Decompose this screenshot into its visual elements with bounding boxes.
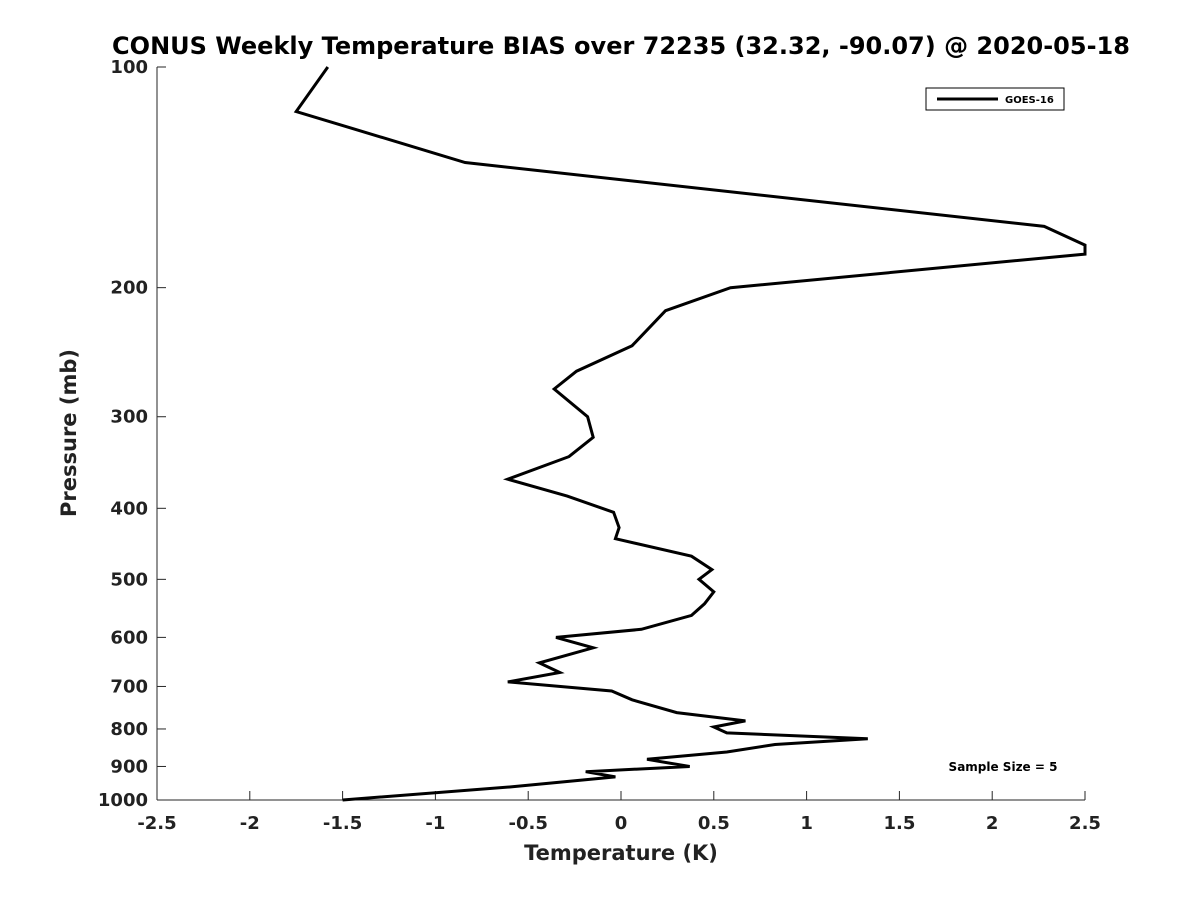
x-tick-label: 0 xyxy=(615,813,628,834)
y-tick-label: 700 xyxy=(110,676,148,697)
sample-size-annotation: Sample Size = 5 xyxy=(949,760,1058,774)
plot-area: -2.5 -2 -1.5 -1 -0.5 0 0.5 1 1.5 2 2.5 100 200 300 400… xyxy=(98,57,1101,834)
x-tick-label: -2 xyxy=(240,813,260,834)
y-tick-label: 300 xyxy=(110,407,148,428)
y-tick-label: 600 xyxy=(110,627,148,648)
legend-entry-goes-16: GOES-16 xyxy=(1005,95,1054,106)
x-tick-label: 1 xyxy=(800,813,813,834)
y-tick-label: 400 xyxy=(110,498,148,519)
x-tick-label: 0.5 xyxy=(698,813,730,834)
y-tick-label: 800 xyxy=(110,719,148,740)
x-tick-label: -2.5 xyxy=(137,813,176,834)
x-tick-label: 1.5 xyxy=(883,813,915,834)
x-tick-label: 2.5 xyxy=(1069,813,1101,834)
x-axis-label: Temperature (K) xyxy=(524,841,718,865)
x-tick-label: -0.5 xyxy=(509,813,548,834)
series-line-goes-16 xyxy=(293,66,1087,802)
legend: GOES-16 xyxy=(925,87,1065,111)
y-tick-label: 100 xyxy=(110,57,148,78)
y-tick-label: 1000 xyxy=(98,790,148,811)
y-tick-label: 500 xyxy=(110,569,148,590)
x-tick-label: 2 xyxy=(986,813,999,834)
chart-title: CONUS Weekly Temperature BIAS over 72235… xyxy=(112,32,1130,60)
x-tick-label: -1 xyxy=(425,813,445,834)
x-tick-label: -1.5 xyxy=(323,813,362,834)
y-axis-label: Pressure (mb) xyxy=(57,349,81,517)
y-tick-label: 900 xyxy=(110,756,148,777)
y-tick-label: 200 xyxy=(110,278,148,299)
